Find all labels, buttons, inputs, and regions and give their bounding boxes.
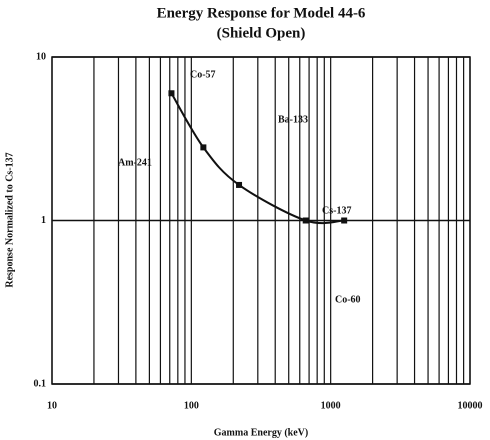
chart-title: Energy Response for Model 44-6 (157, 5, 366, 21)
data-point (302, 217, 309, 224)
y-tick-label: 0.1 (34, 378, 47, 389)
x-tick-label: 1000 (321, 400, 341, 411)
y-tick-label: 10 (36, 51, 46, 62)
y-tick-label: 1 (41, 215, 46, 226)
data-point (236, 181, 243, 188)
y-axis-label: Response Normalized to Cs-137 (4, 152, 15, 287)
x-tick-label: 100 (184, 400, 199, 411)
chart-subtitle: (Shield Open) (217, 25, 306, 41)
x-tick-label: 10 (47, 400, 57, 411)
isotope-label: Cs-137 (322, 205, 351, 216)
isotope-label: Co-60 (335, 294, 361, 305)
data-point (168, 90, 175, 97)
data-point (341, 217, 348, 224)
isotope-label: Ba-133 (278, 114, 308, 125)
isotope-label: Co-57 (190, 69, 216, 80)
data-point (200, 144, 207, 151)
x-axis-label: Gamma Energy (keV) (214, 427, 308, 438)
isotope-label: Am-241 (118, 157, 152, 168)
x-tick-label: 10000 (458, 400, 483, 411)
